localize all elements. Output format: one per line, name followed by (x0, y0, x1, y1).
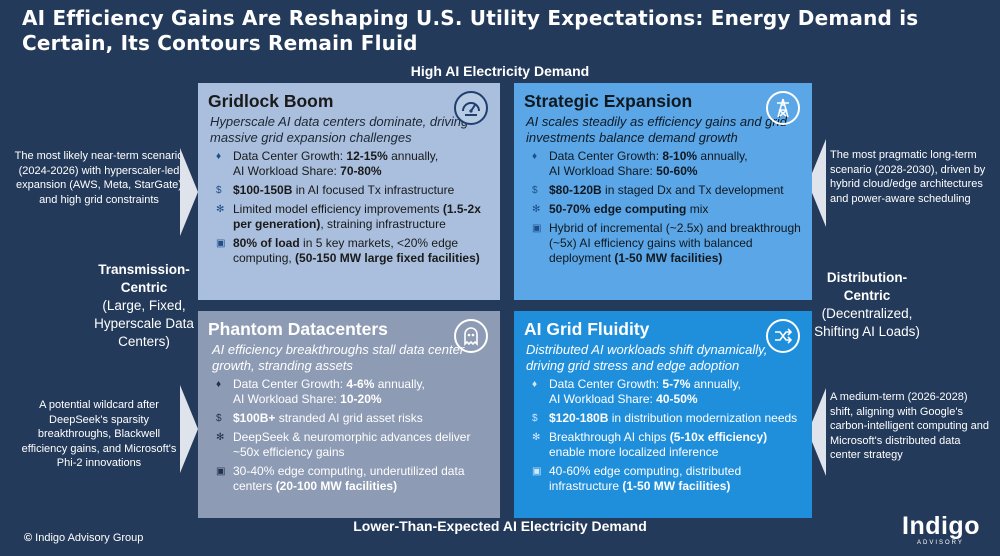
quadrant-title: Phantom Datacenters (208, 319, 388, 339)
list-item: ▣ Hybrid of incremental (~2.5x) and break… (532, 221, 801, 265)
shuffle-icon (766, 319, 800, 353)
chevron-right-icon (180, 148, 198, 236)
dollar-icon: $ (532, 413, 538, 424)
quadrant-ai-grid-fluidity: AI Grid Fluidity Distributed AI workload… (514, 311, 812, 518)
lightbulb-icon: ♦ (216, 151, 222, 162)
server-icon: ▣ (216, 238, 226, 249)
gear-icon: ✻ (532, 432, 541, 443)
lightbulb-icon: ♦ (216, 379, 222, 390)
dollar-icon: $ (532, 185, 538, 196)
list-item: ▣ 80% of load in 5 key markets, <20% edge… (216, 236, 480, 265)
chevron-right-icon (180, 385, 198, 473)
quadrant-subtitle: Distributed AI workloads shift dynamical… (526, 342, 768, 373)
quadrant-subtitle: AI scales steadily as efficiency gains a… (526, 114, 787, 145)
quadrant-subtitle: AI efficiency breakthroughs stall data c… (212, 342, 465, 373)
axis-low-demand-label: Lower-Than-Expected AI Electricity Deman… (353, 518, 647, 534)
chevron-left-icon (808, 139, 826, 227)
server-icon: ▣ (532, 223, 542, 234)
note-bottom-left: A potential wildcard after DeepSeek's sp… (21, 399, 177, 469)
copyright: © Indigo Advisory Group (24, 532, 144, 544)
list-item: ♦ Data Center Growth: 8-10% annually, AI W… (532, 149, 748, 178)
indigo-logo: Indigo (902, 512, 980, 540)
indigo-logo-subtitle: ADVISORY (917, 540, 964, 546)
gear-icon: ✻ (216, 432, 225, 443)
chevron-left-icon (808, 388, 826, 476)
axis-high-demand-label: High AI Electricity Demand (410, 63, 590, 79)
list-item: $ $80-120B in staged Dx and Tx developmen… (532, 183, 784, 197)
quadrant-subtitle: Hyperscale AI data centers dominate, dri… (210, 114, 469, 145)
list-item: ✻ 50-70% edge computing mix (532, 202, 709, 216)
list-item: ♦ Data Center Growth: 5-7% annually, AI Wo… (532, 377, 741, 406)
list-item: ♦ Data Center Growth: 12-15% annually, AI … (216, 149, 439, 178)
lightbulb-icon: ♦ (532, 151, 538, 162)
gear-icon: ✻ (532, 204, 541, 215)
transmission-centric-detail: (Large, Fixed, Hyperscale Data Centers) (94, 298, 194, 349)
list-item: $ $120-180B in distribution modernization… (532, 411, 798, 425)
list-item: ▣ 40-60% edge computing, distributed infr… (532, 464, 742, 493)
distribution-centric-detail: (Decentralized, Shifting AI Loads) (814, 306, 920, 339)
quadrant-title: Strategic Expansion (524, 91, 693, 111)
lightbulb-icon: ♦ (532, 379, 538, 390)
list-item: ▣ 30-40% edge computing, underutilized da… (216, 464, 465, 493)
gauge-icon (454, 91, 488, 125)
quadrant-phantom-datacenters: Phantom Datacenters AI efficiency breakt… (198, 311, 500, 518)
list-item: ✻ DeepSeek & neuromorphic advances delive… (216, 430, 471, 459)
list-item: ✻ Breakthrough AI chips (5-10x efficiency… (532, 430, 768, 459)
quadrant-strategic-expansion: Strategic Expansion AI scales steadily a… (514, 83, 812, 300)
list-item: $ $100B+ stranded AI grid asset risks (216, 411, 423, 425)
list-item: ♦ Data Center Growth: 4-6% annually, AI Wo… (216, 377, 425, 406)
power-tower-icon (766, 91, 800, 125)
list-item: ✻ Limited model efficiency improvements (… (216, 202, 481, 231)
page-title: AI Efficiency Gains Are Reshaping U.S. U… (22, 6, 919, 55)
distribution-centric-heading: Distribution-Centric (826, 270, 908, 303)
note-top-right: The most pragmatic long-term scenario (2… (830, 149, 986, 205)
ghost-icon (454, 319, 488, 353)
note-top-left: The most likely near-term scenario (2024… (14, 150, 184, 206)
server-icon: ▣ (216, 466, 226, 477)
note-bottom-right: A medium-term (2026-2028) shift, alignin… (830, 391, 989, 461)
dollar-icon: $ (216, 413, 222, 424)
list-item: $ $100-150B in AI focused Tx infrastructu… (216, 183, 455, 197)
quadrant-title: Gridlock Boom (208, 91, 334, 111)
server-icon: ▣ (532, 466, 542, 477)
dollar-icon: $ (216, 185, 222, 196)
gear-icon: ✻ (216, 204, 225, 215)
quadrant-gridlock-boom: Gridlock Boom Hyperscale AI data centers… (198, 83, 500, 300)
quadrant-title: AI Grid Fluidity (524, 319, 650, 339)
distribution-centric-label: Distribution-Centric (Decentralized, Shi… (812, 269, 922, 341)
transmission-centric-heading: Transmission-Centric (98, 262, 190, 295)
transmission-centric-label: Transmission-Centric (Large, Fixed, Hype… (88, 261, 200, 351)
